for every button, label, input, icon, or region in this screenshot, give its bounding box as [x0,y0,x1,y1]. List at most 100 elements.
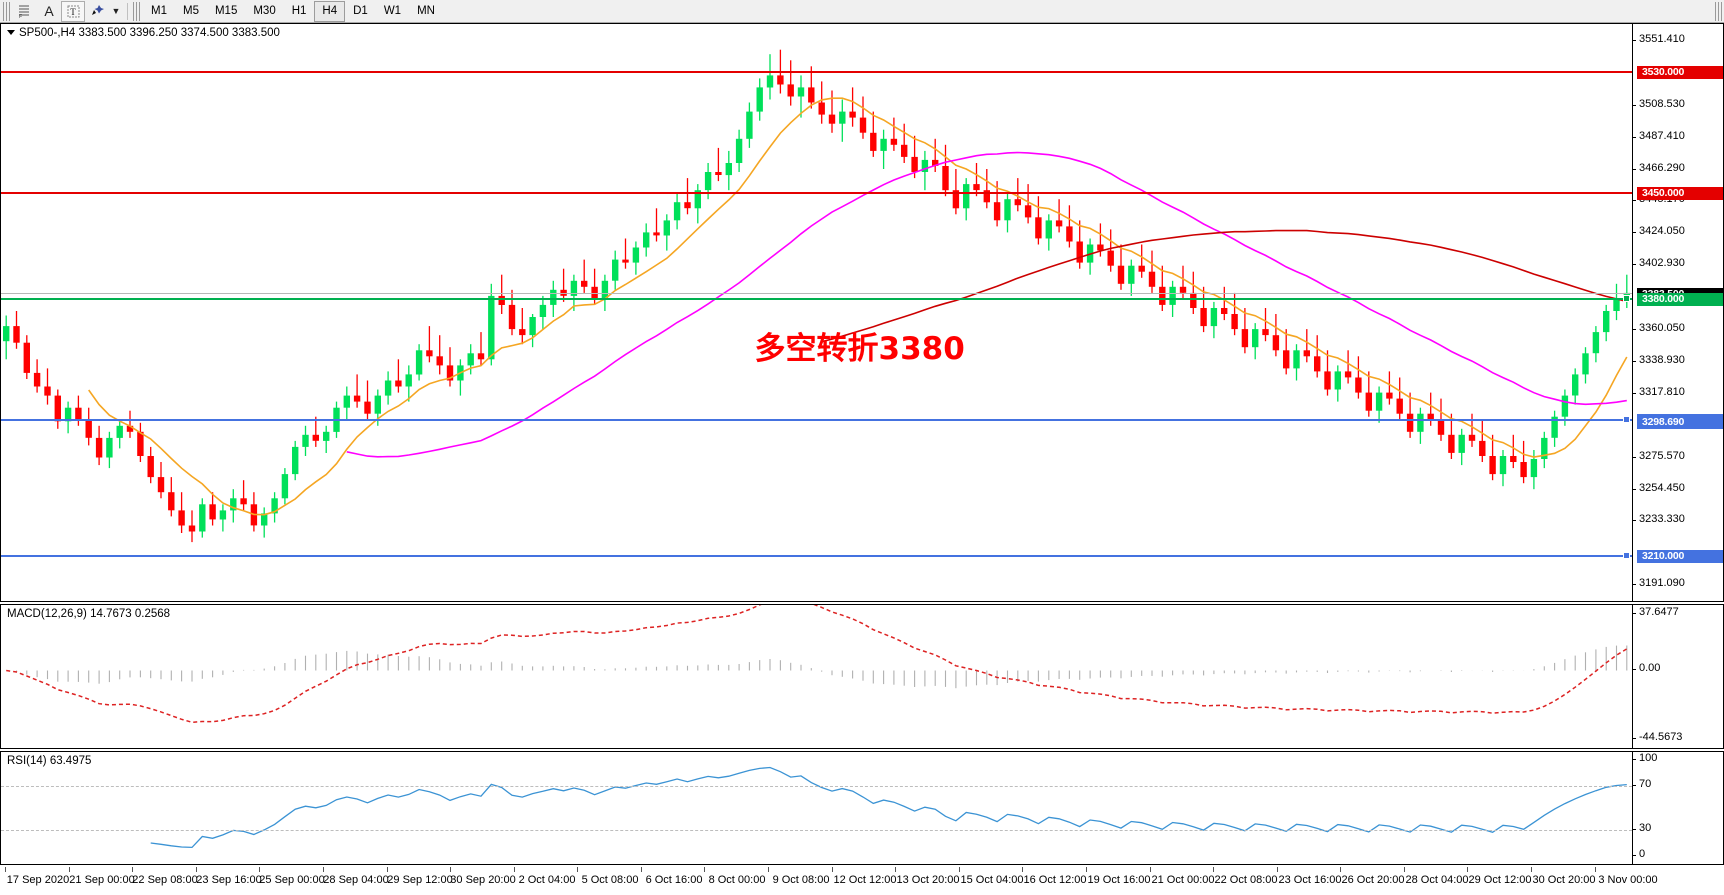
time-axis-label: 30 Sep 20:00 [450,874,516,886]
ma-orange-line [88,97,1628,516]
time-tick [1277,867,1278,872]
time-tick [132,867,133,872]
price-level-line-3210.000[interactable] [1,554,1632,557]
rsi-guideline-30 [1,830,1632,832]
candle-body [839,111,846,124]
candle-body [137,431,144,456]
candle-body [911,156,918,172]
candle-body [1210,308,1218,327]
candle-body [735,138,743,163]
candle-body [1334,371,1341,390]
candle-body [632,247,640,263]
price-level-line-3450.000[interactable] [1,192,1632,195]
rsi-axis[interactable]: 100 70 30 0 [1632,752,1723,864]
price-tick-label: 3402.930 [1639,257,1685,270]
time-axis-label: 22 Oct 08:00 [1214,874,1278,886]
candle-body [1510,456,1517,462]
candle-body [199,504,206,532]
toolbar-right-handle[interactable] [1715,1,1722,21]
price-tick-label: 3424.050 [1639,225,1685,238]
time-axis-label: 5 Oct 08:00 [581,874,639,886]
price-level-line-3530.000[interactable] [1,71,1632,74]
candle-body [1231,314,1238,330]
price-plot[interactable] [1,24,1632,601]
candle-body [384,380,392,396]
candle-body [570,280,578,296]
price-tick-label: 3338.930 [1639,353,1685,366]
candle-body [1014,199,1021,206]
candle-body [1448,434,1455,453]
time-tick [196,867,197,872]
price-tag-3530.000[interactable]: 3530.000 [1637,66,1723,80]
candle-body [1107,250,1114,266]
macd-tick-label: -44.5673 [1639,731,1683,743]
dropdown-arrow-icon[interactable]: ▼ [111,6,121,16]
timeframe-d1[interactable]: D1 [353,5,368,17]
macd-axis[interactable]: 37.6477 0.00 -44.5673 [1632,605,1723,748]
candle-body [1303,350,1310,357]
candle-body [725,163,732,176]
timeframe-h4[interactable]: H4 [314,0,346,22]
text-label-icon[interactable]: T [61,0,85,22]
toolbar-drag-handle[interactable] [3,1,10,21]
symbol-bar[interactable]: SP500-,H4 3383.500 3396.250 3374.500 338… [7,27,280,39]
price-level-handle[interactable] [1623,551,1630,559]
macd-pane[interactable]: 37.6477 0.00 -44.5673 MACD(12,26,9) 14.767… [0,604,1724,749]
time-tick [1340,867,1341,872]
candle-body [23,342,30,373]
candle-body [271,498,278,514]
candle-body [539,304,547,317]
timeframe-m30[interactable]: M30 [253,5,276,17]
price-tag-3210.000[interactable]: 3210.000 [1637,549,1723,563]
macd-tick-label: 0.00 [1639,662,1661,675]
price-level-line-3383.500[interactable] [1,292,1632,294]
timeframe-m1[interactable]: M1 [151,5,167,17]
candle-body [1221,308,1228,314]
timeframe-w1[interactable]: W1 [383,5,402,17]
candle-body [1004,199,1011,221]
time-axis-label: 2 Oct 04:00 [518,874,576,886]
time-axis[interactable]: 17 Sep 2020 21 Sep 00:00 22 Sep 08:00 23 Se… [0,867,1724,895]
macd-histogram [6,605,1628,724]
shapes-icon[interactable] [85,1,109,22]
candle-body [147,456,154,478]
price-axis[interactable]: 3551.4103508.5303487.4103466.2903445.170… [1632,24,1723,601]
price-level-handle[interactable] [1623,415,1630,423]
candle-body [653,232,660,236]
rsi-tick-label: 30 [1639,822,1652,835]
time-axis-label: 3 Nov 00:00 [1598,874,1658,886]
time-axis-label: 29 Sep 12:00 [387,874,453,886]
symbol-bar-text: SP500-,H4 3383.500 3396.250 3374.500 338… [19,27,280,39]
rsi-plot[interactable] [1,752,1632,864]
price-tick-label: 3360.050 [1639,322,1685,335]
candle-body [33,372,41,387]
candle-body [1117,265,1125,284]
price-level-line-3300.000[interactable] [1,418,1632,421]
timeframe-drag-handle[interactable] [133,1,140,21]
collapse-arrow-icon[interactable] [7,30,15,36]
price-tag-3380.000[interactable]: 3380.000 [1637,292,1723,306]
timeframe-mn[interactable]: MN [417,5,435,17]
rsi-pane[interactable]: 100 70 30 0 RSI(14) 63.4975 [0,751,1724,865]
price-level-handle[interactable] [1623,294,1630,302]
candle-body [508,304,516,330]
text-tool-icon[interactable]: A [44,3,54,19]
price-tag-3450.000[interactable]: 3450.000 [1637,187,1723,201]
candle-body [95,437,103,458]
timeframe-m15[interactable]: M15 [214,5,238,17]
candle-body [973,184,980,191]
price-tick-label: 3551.410 [1639,32,1685,45]
candle-body [1561,395,1569,417]
price-level-line-3380.000[interactable] [1,297,1632,300]
rsi-line [150,766,1627,849]
timeframe-h1[interactable]: H1 [291,5,307,17]
candle-body [766,75,774,88]
time-tick [1022,867,1023,872]
toolbar-separator [127,2,128,20]
timeframe-m5[interactable]: M5 [182,5,199,17]
price-pane[interactable]: 3551.4103508.5303487.4103466.2903445.170… [0,23,1724,602]
price-tag-3298.690[interactable]: 3298.690 [1637,415,1723,429]
macd-plot[interactable] [1,605,1632,748]
macd-signal-line [6,605,1628,724]
crosshair-icon[interactable]: F [13,1,37,22]
